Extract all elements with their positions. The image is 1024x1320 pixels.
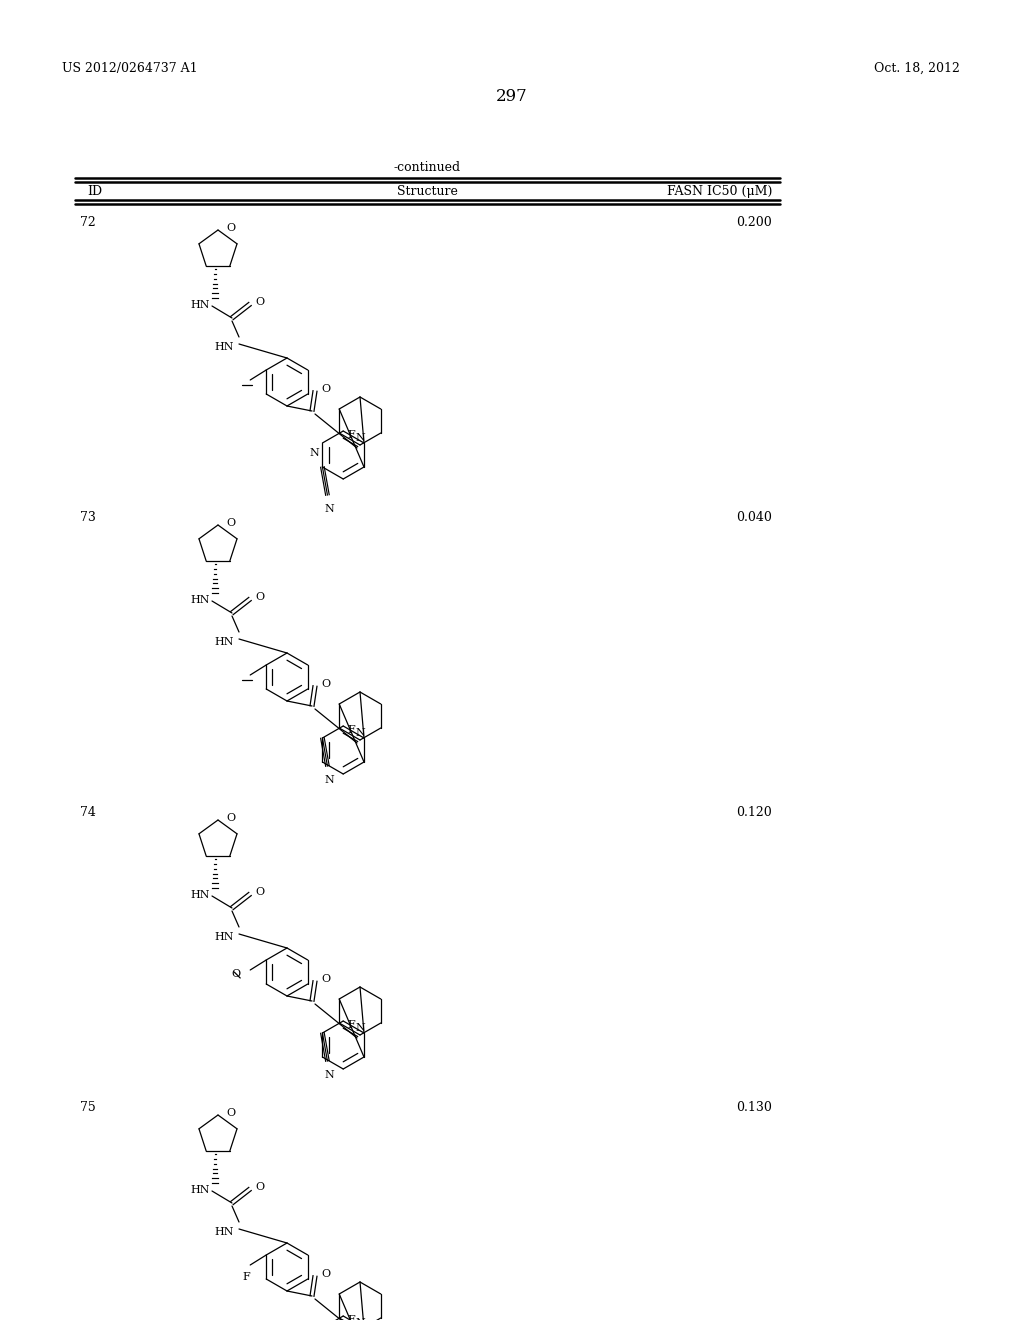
- Text: O: O: [321, 1269, 330, 1279]
- Text: O: O: [321, 974, 330, 983]
- Text: N: N: [309, 447, 319, 458]
- Text: O: O: [226, 517, 236, 528]
- Text: O: O: [255, 297, 264, 308]
- Text: F: F: [347, 1020, 355, 1030]
- Text: O: O: [321, 678, 330, 689]
- Text: O: O: [255, 887, 264, 898]
- Text: 73: 73: [80, 511, 96, 524]
- Text: HN: HN: [214, 932, 234, 942]
- Text: F: F: [347, 430, 355, 440]
- Text: 0.040: 0.040: [736, 511, 772, 524]
- Text: O: O: [231, 969, 241, 979]
- Text: HN: HN: [214, 342, 234, 352]
- Text: HN: HN: [214, 1228, 234, 1237]
- Text: O: O: [321, 384, 330, 393]
- Text: 0.120: 0.120: [736, 807, 772, 818]
- Text: HN: HN: [190, 300, 210, 310]
- Text: N: N: [325, 1071, 334, 1080]
- Text: 75: 75: [80, 1101, 96, 1114]
- Text: FASN IC50 (μM): FASN IC50 (μM): [667, 185, 772, 198]
- Text: O: O: [226, 1107, 236, 1118]
- Text: N: N: [325, 504, 334, 513]
- Text: N: N: [355, 729, 365, 738]
- Text: HN: HN: [190, 890, 210, 900]
- Text: HN: HN: [190, 595, 210, 605]
- Text: HN: HN: [214, 638, 234, 647]
- Text: 0.130: 0.130: [736, 1101, 772, 1114]
- Text: Structure: Structure: [396, 185, 458, 198]
- Text: 297: 297: [496, 88, 528, 106]
- Text: ID: ID: [87, 185, 102, 198]
- Text: 72: 72: [80, 216, 96, 228]
- Text: US 2012/0264737 A1: US 2012/0264737 A1: [62, 62, 198, 75]
- Text: N: N: [355, 1317, 365, 1320]
- Text: O: O: [226, 813, 236, 822]
- Text: F: F: [347, 725, 355, 735]
- Text: N: N: [355, 1023, 365, 1034]
- Text: F: F: [347, 1315, 355, 1320]
- Text: N: N: [325, 775, 334, 785]
- Text: F: F: [243, 1272, 250, 1282]
- Text: O: O: [255, 1181, 264, 1192]
- Text: O: O: [255, 591, 264, 602]
- Text: -continued: -continued: [393, 161, 461, 174]
- Text: HN: HN: [190, 1185, 210, 1195]
- Text: Oct. 18, 2012: Oct. 18, 2012: [874, 62, 961, 75]
- Text: O: O: [226, 223, 236, 234]
- Text: 74: 74: [80, 807, 96, 818]
- Text: 0.200: 0.200: [736, 216, 772, 228]
- Text: N: N: [355, 433, 365, 444]
